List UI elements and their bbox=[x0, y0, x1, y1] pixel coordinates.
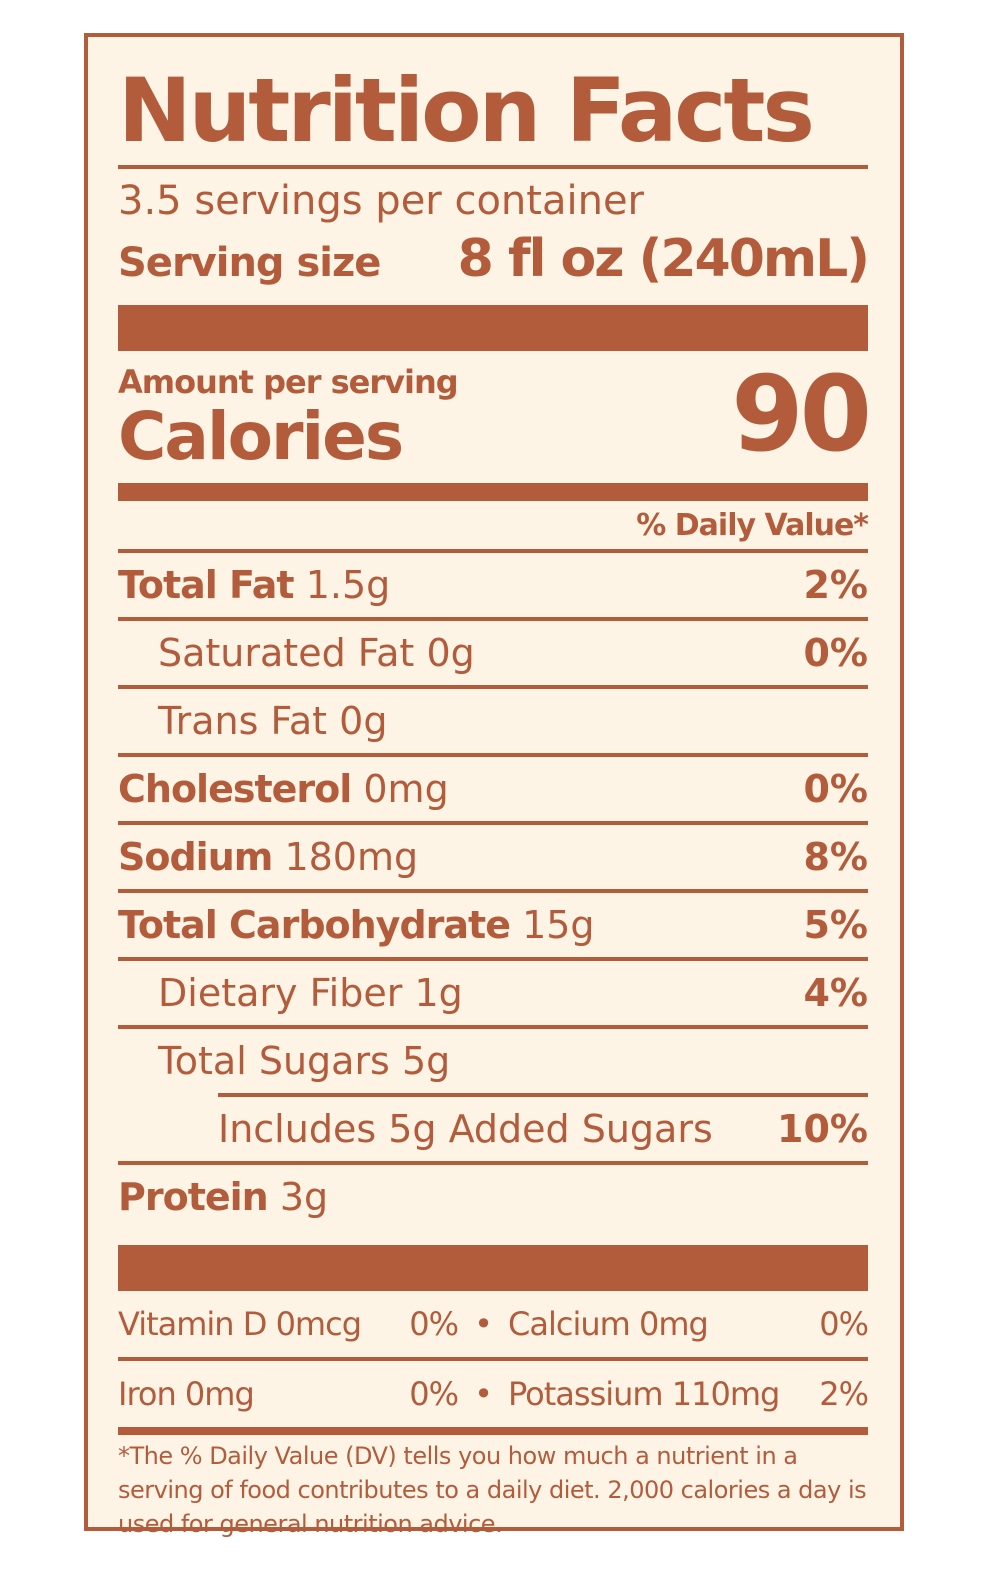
nutrient-row-sodium: Sodium 180mg 8% bbox=[118, 825, 868, 889]
micronutrient-dv: 0% bbox=[819, 1305, 869, 1343]
nutrient-name: Total Carbohydrate bbox=[118, 903, 511, 947]
footnote: *The % Daily Value (DV) tells you how mu… bbox=[118, 1442, 867, 1538]
divider bbox=[118, 889, 868, 893]
nutrient-row-saturated-fat: Saturated Fat 0g 0% bbox=[118, 621, 868, 685]
nutrient-amount: 1g bbox=[414, 971, 463, 1015]
nutrient-name: Dietary Fiber bbox=[158, 971, 403, 1015]
nutrition-facts-label: Nutrition Facts 3.5 servings per contain… bbox=[84, 33, 904, 1538]
separator-dot: • bbox=[474, 1305, 493, 1343]
nutrient-row-dietary-fiber: Dietary Fiber 1g 4% bbox=[118, 961, 868, 1025]
divider bbox=[118, 549, 868, 553]
micronutrient-dv: 0% bbox=[409, 1305, 459, 1343]
nutrient-name: Total Fat bbox=[118, 563, 295, 607]
nutrient-amount: 1.5g bbox=[305, 563, 391, 607]
nutrient-row-cholesterol: Cholesterol 0mg 0% bbox=[118, 757, 868, 821]
divider bbox=[118, 685, 868, 689]
nutrient-amount: 0mg bbox=[363, 767, 449, 811]
micronutrient-row: Vitamin D 0mcg 0% • Calcium 0mg 0% bbox=[118, 1291, 869, 1357]
nutrient-dv: 0% bbox=[803, 767, 868, 811]
nutrient-amount: 5g bbox=[401, 1039, 451, 1083]
nutrient-amount: 15g bbox=[522, 903, 595, 947]
nutrient-row-total-carbohydrate: Total Carbohydrate 15g 5% bbox=[118, 893, 868, 957]
calories-value: 90 bbox=[731, 353, 872, 475]
label-content: Nutrition Facts 3.5 servings per contain… bbox=[118, 37, 872, 1538]
nutrient-row-added-sugars: Includes 5g Added Sugars 10% bbox=[118, 1097, 868, 1161]
divider bbox=[118, 957, 868, 961]
micronutrient-name: Potassium 110mg bbox=[508, 1375, 780, 1413]
nutrient-row-protein: Protein 3g bbox=[118, 1165, 868, 1229]
nutrient-list: Total Fat 1.5g 2% Saturated Fat 0g 0% Tr… bbox=[118, 553, 868, 1229]
micronutrient-name: Vitamin D 0mcg bbox=[118, 1305, 362, 1343]
serving-size-row: Serving size 8 fl oz (240mL) bbox=[118, 229, 870, 289]
nutrient-dv: 10% bbox=[777, 1107, 868, 1151]
nutrient-name: Cholesterol bbox=[118, 767, 352, 811]
divider bbox=[218, 1093, 868, 1097]
micronutrient-row: Iron 0mg 0% • Potassium 110mg 2% bbox=[118, 1361, 869, 1427]
medium-divider bbox=[118, 483, 868, 501]
thick-divider bbox=[118, 305, 868, 351]
nutrient-name: Saturated Fat bbox=[158, 631, 415, 675]
nutrient-name: Sodium bbox=[118, 835, 273, 879]
nutrient-name: Protein bbox=[118, 1175, 269, 1219]
nutrient-name: Trans Fat bbox=[158, 699, 328, 743]
amount-per-serving: Amount per serving bbox=[118, 363, 459, 401]
nutrient-amount: 0g bbox=[339, 699, 388, 743]
nutrient-dv: 8% bbox=[803, 835, 868, 879]
nutrient-dv: 5% bbox=[803, 903, 868, 947]
nutrient-name: Includes 5g Added Sugars bbox=[218, 1107, 713, 1151]
nutrient-name: Total Sugars bbox=[158, 1039, 390, 1083]
servings-per-container: 3.5 servings per container bbox=[118, 178, 644, 224]
divider bbox=[118, 753, 868, 757]
divider bbox=[118, 821, 868, 825]
nutrient-amount: 180mg bbox=[284, 835, 419, 879]
thick-divider bbox=[118, 1245, 868, 1291]
footnote-divider bbox=[118, 1427, 868, 1435]
nutrient-amount: 0g bbox=[426, 631, 475, 675]
nutrient-row-total-sugars: Total Sugars 5g bbox=[118, 1029, 868, 1093]
micronutrient-name: Iron 0mg bbox=[118, 1375, 255, 1413]
serving-size-label: Serving size bbox=[118, 240, 381, 286]
nutrient-dv: 0% bbox=[803, 631, 868, 675]
micronutrient-dv: 0% bbox=[409, 1375, 459, 1413]
serving-size-value: 8 fl oz (240mL) bbox=[457, 229, 870, 289]
micronutrient-name: Calcium 0mg bbox=[508, 1305, 709, 1343]
nutrient-row-trans-fat: Trans Fat 0g bbox=[118, 689, 868, 753]
micronutrient-dv: 2% bbox=[819, 1375, 869, 1413]
daily-value-header: % Daily Value* bbox=[636, 508, 869, 543]
divider bbox=[118, 1357, 868, 1361]
nutrient-amount: 3g bbox=[279, 1175, 329, 1219]
divider bbox=[118, 617, 868, 621]
label-title: Nutrition Facts bbox=[118, 59, 815, 162]
micronutrient-list: Vitamin D 0mcg 0% • Calcium 0mg 0% Iron … bbox=[118, 1291, 869, 1427]
calories-label: Calories bbox=[118, 398, 404, 475]
divider bbox=[118, 1025, 868, 1029]
divider bbox=[118, 165, 868, 169]
separator-dot: • bbox=[474, 1375, 493, 1413]
nutrient-row-total-fat: Total Fat 1.5g 2% bbox=[118, 553, 868, 617]
nutrient-dv: 4% bbox=[803, 971, 868, 1015]
nutrient-dv: 2% bbox=[803, 563, 868, 607]
divider bbox=[118, 1161, 868, 1165]
